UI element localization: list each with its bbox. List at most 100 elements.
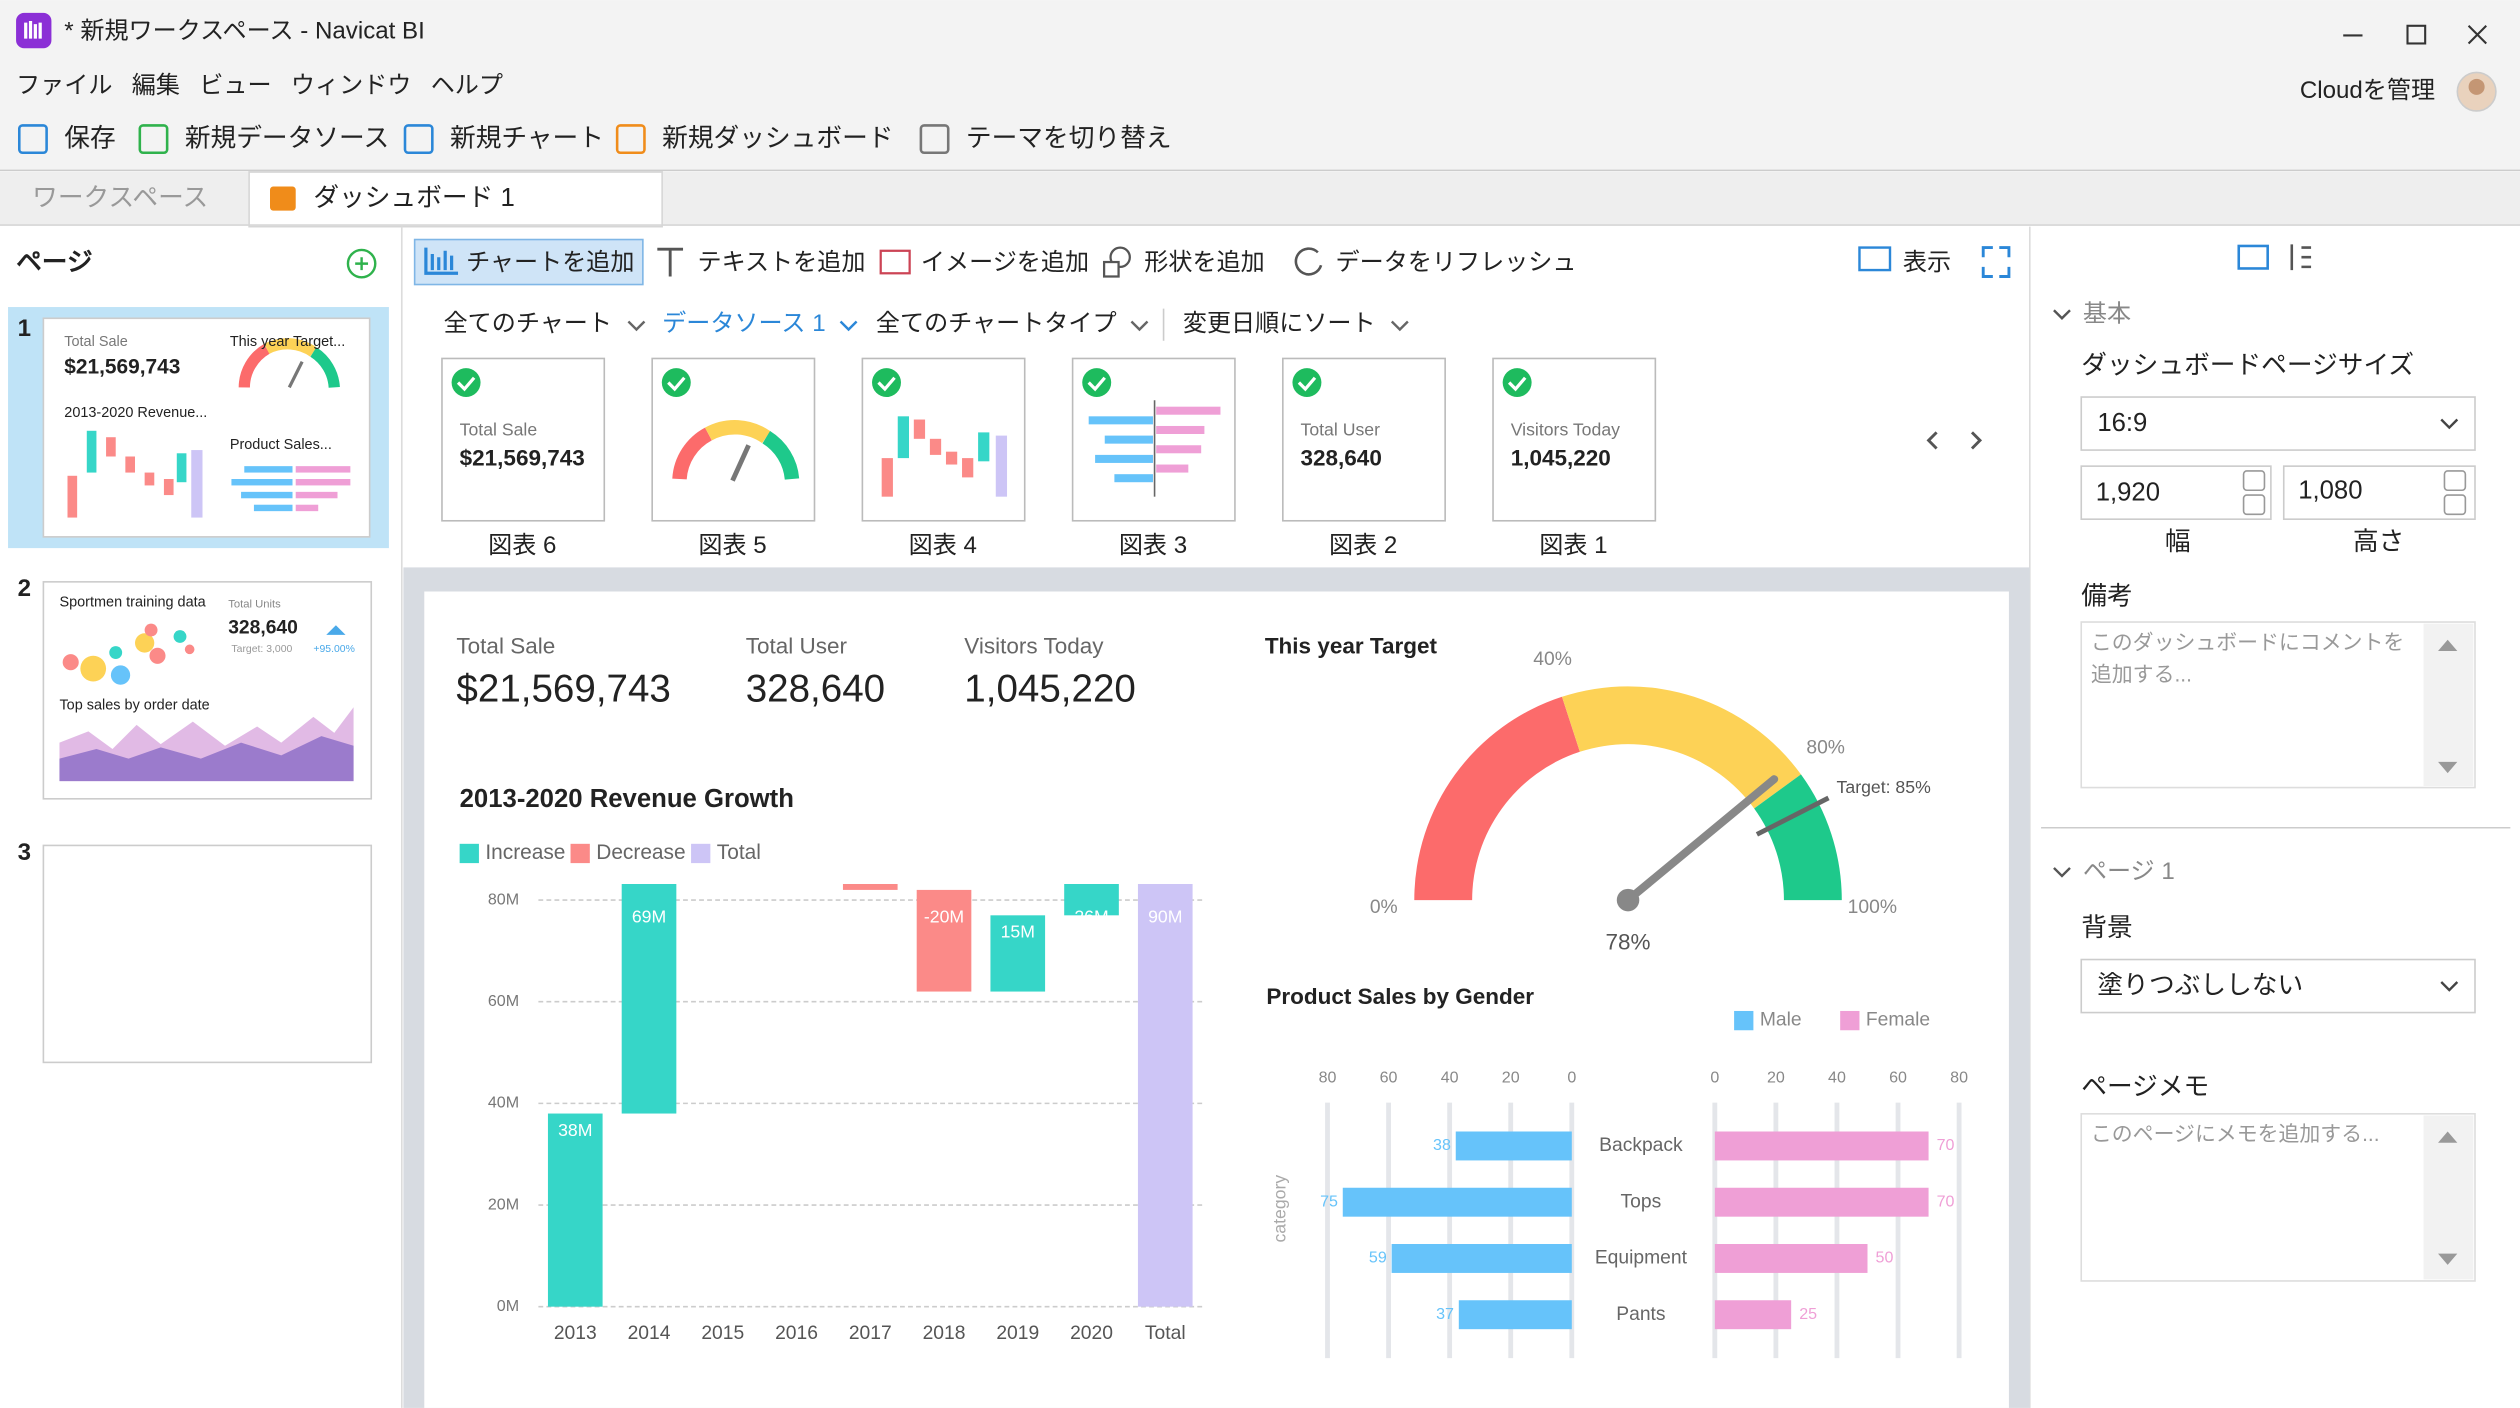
bar — [1714, 1300, 1792, 1330]
add-page-button[interactable] — [346, 248, 377, 279]
collapse-icon[interactable] — [2053, 867, 2071, 878]
account-button[interactable]: Cloudを管理 — [2300, 77, 2435, 104]
toolbar-action[interactable]: イメージを追加 — [921, 249, 1089, 276]
thumb-butterfly — [231, 466, 351, 512]
fullscreen-button[interactable] — [1981, 246, 2011, 278]
toolbar-action[interactable]: データをリフレッシュ — [1336, 249, 1577, 276]
scroll-arrows[interactable] — [2438, 639, 2458, 1265]
toolbar-button[interactable]: テーマを切り替え — [966, 124, 1172, 153]
view-icon — [1858, 246, 1892, 272]
menu-item[interactable]: 編集 — [132, 72, 180, 99]
bar — [1064, 884, 1119, 916]
page-size-select[interactable] — [2080, 396, 2476, 451]
card-label: 図表 1 — [1539, 532, 1607, 559]
thumb-text: 328,640 — [228, 618, 298, 639]
input-value: 1,080 — [2298, 477, 2362, 505]
shape-icon — [1109, 246, 1131, 268]
filter-dropdown[interactable]: 全てのチャート — [444, 310, 612, 337]
notes-placeholder: このダッシュボードにコメントを追加する... — [2090, 630, 2405, 687]
notes-textarea[interactable] — [2080, 621, 2476, 789]
menu-item[interactable]: ウィンドウ — [291, 72, 411, 99]
active-tab[interactable] — [248, 171, 663, 228]
x-tick-label: 60 — [1889, 1069, 1907, 1087]
gauge-tick-label: 100% — [1848, 897, 1897, 918]
card-thumb — [881, 458, 893, 497]
category-label: Equipment — [1595, 1248, 1688, 1269]
toolbar-button[interactable]: 保存 — [64, 124, 115, 153]
filter-dropdown[interactable]: 全てのチャートタイプ — [876, 310, 1117, 337]
prev-button[interactable] — [1926, 431, 1938, 450]
x-tick-label: 20 — [1767, 1069, 1785, 1087]
background-select[interactable] — [2080, 958, 2476, 1014]
toolbar-action[interactable]: 形状を追加 — [1144, 249, 1264, 276]
chart-icon — [424, 247, 459, 275]
toolbar-icon — [403, 124, 434, 155]
memo-textarea[interactable] — [2080, 1113, 2476, 1282]
bar-value-label: 59 — [1369, 1249, 1387, 1267]
axis-label: category — [1270, 1175, 1290, 1243]
page-thumbnail[interactable] — [42, 844, 373, 1064]
maximize-button[interactable] — [2406, 24, 2427, 45]
toolbar-action[interactable]: テキストを追加 — [698, 249, 866, 276]
filter-dropdown[interactable]: データソース 1 — [662, 310, 825, 337]
legend-swatch — [1840, 1010, 1860, 1031]
toolbar-button[interactable]: 新規チャート — [450, 124, 604, 153]
menu-item[interactable]: ヘルプ — [431, 72, 503, 99]
legend-swatch — [691, 843, 711, 864]
properties-tab[interactable] — [2237, 244, 2269, 270]
tab[interactable]: ワークスペース — [32, 184, 208, 212]
height-input[interactable] — [2282, 465, 2476, 520]
x-tick-label: 2016 — [775, 1323, 818, 1344]
bar — [547, 1113, 603, 1307]
needle-hub — [1616, 888, 1640, 912]
add-page-icon — [355, 257, 369, 271]
collapse-icon[interactable] — [2053, 309, 2071, 320]
image-icon — [879, 249, 911, 275]
check-badge — [451, 368, 481, 398]
menu-item[interactable]: ファイル — [16, 72, 112, 99]
spin-up[interactable] — [2242, 470, 2266, 492]
filter-dropdown[interactable]: 変更日順にソート — [1183, 310, 1376, 337]
page-number[interactable]: 2 — [18, 575, 31, 602]
bar-value-label: 26M — [1074, 906, 1108, 926]
target-label: Target: 85% — [1837, 777, 1932, 797]
spin-down[interactable] — [2443, 494, 2467, 516]
page-number[interactable]: 3 — [18, 839, 31, 866]
check-badge — [661, 368, 691, 398]
spin-down[interactable] — [2242, 494, 2266, 516]
x-tick-label: 80 — [1319, 1069, 1337, 1087]
toolbar-button[interactable]: 新規データソース — [185, 124, 389, 153]
toolbar-action[interactable]: チャートを追加 — [466, 249, 634, 276]
card-thumb — [1088, 416, 1153, 425]
bar — [621, 884, 677, 1114]
x-tick-label: 80 — [1950, 1069, 1968, 1087]
bar-value-label: 70 — [1937, 1136, 1955, 1154]
thumb-trend-icon — [326, 625, 346, 635]
toolbar-button[interactable]: 新規ダッシュボード — [662, 124, 893, 153]
next-button[interactable] — [1970, 431, 1983, 450]
thumb-waterfall — [67, 430, 203, 518]
width-input[interactable] — [2080, 465, 2272, 520]
dropdown-arrow — [2440, 981, 2459, 992]
tab[interactable]: ダッシュボード 1 — [313, 183, 514, 212]
gauge-tick-label: 0% — [1370, 897, 1398, 918]
thumb-gauge — [264, 338, 317, 357]
dropdown-arrow — [1390, 320, 1409, 332]
card-thumb — [730, 444, 751, 482]
section-title: 基本 — [2083, 300, 2131, 327]
check-mark — [1087, 376, 1106, 392]
page-number[interactable]: 1 — [18, 315, 31, 342]
menu-item[interactable]: ビュー — [199, 72, 271, 99]
chart-title: Product Sales by Gender — [1266, 984, 1534, 1009]
bar-value-label: -5M — [855, 906, 885, 926]
bar — [1714, 1187, 1929, 1217]
close-button[interactable] — [2467, 25, 2487, 45]
card-value: 328,640 — [1301, 446, 1382, 471]
x-tick-label: 20 — [1502, 1069, 1520, 1087]
card-thumb — [672, 427, 713, 480]
spin-up[interactable] — [2443, 470, 2467, 492]
thumb-text: Target: 3,000 — [231, 644, 292, 655]
input-value: 1,920 — [2096, 478, 2160, 506]
gauge-needle — [1624, 775, 1779, 905]
view-button[interactable]: 表示 — [1903, 249, 1951, 276]
